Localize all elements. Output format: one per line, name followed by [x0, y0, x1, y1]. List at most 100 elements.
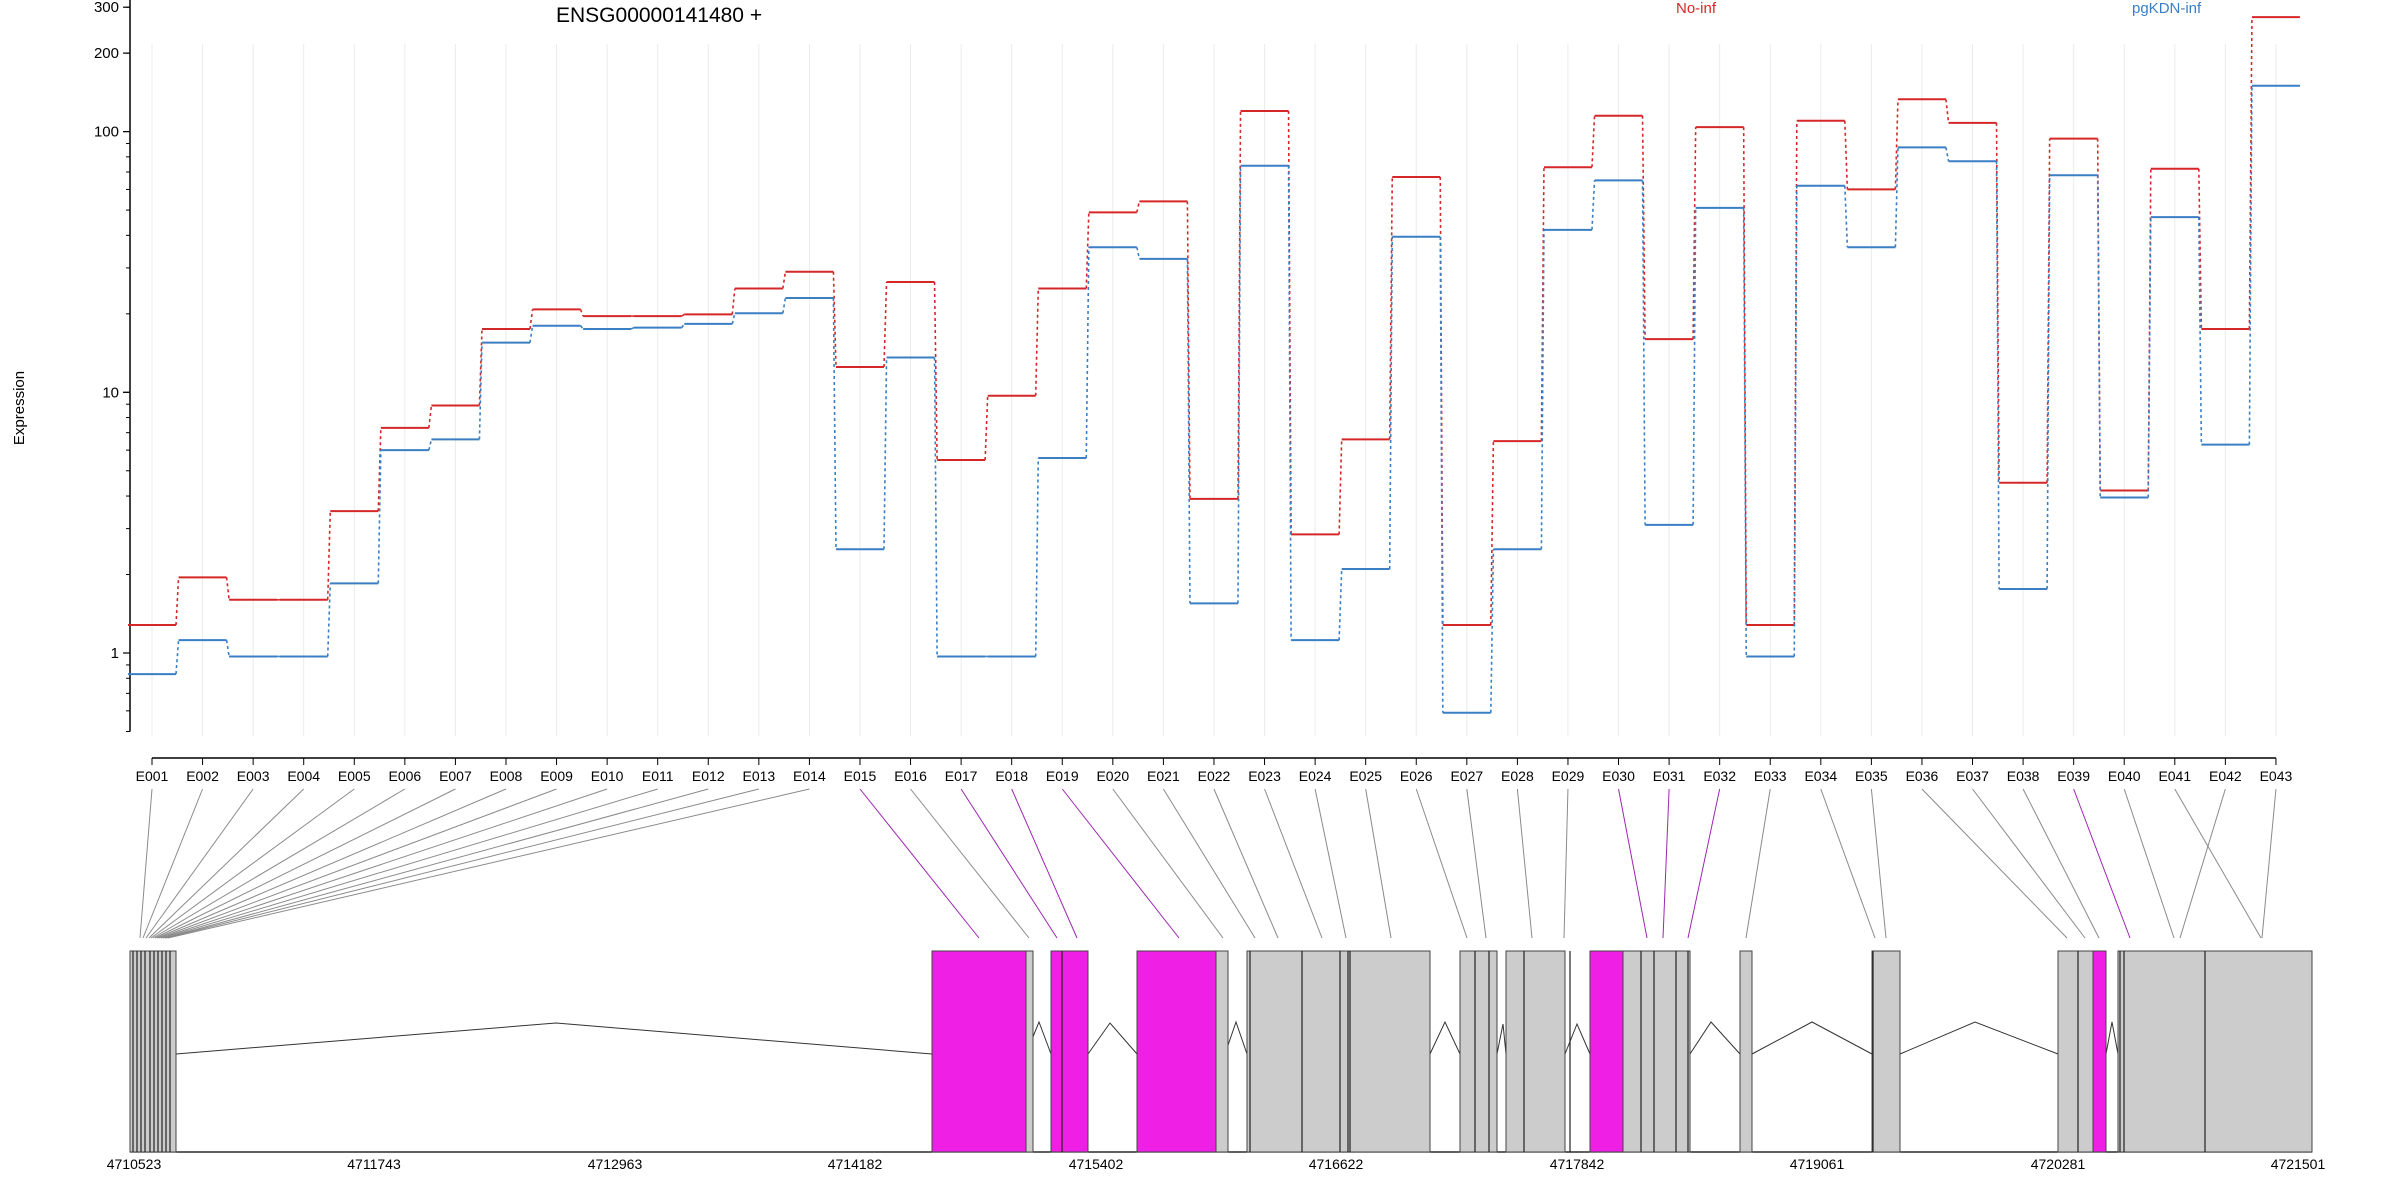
exon-connector	[960, 788, 1058, 939]
exon-label: E009	[540, 768, 573, 784]
exon-connector	[2073, 788, 2131, 939]
exon-block	[1215, 950, 1229, 1153]
exon-connector	[2174, 788, 2262, 939]
series-connector	[1591, 115, 1596, 168]
series-connector	[2147, 217, 2152, 498]
exon-connector	[2022, 788, 2100, 939]
series-connector	[1338, 568, 1343, 641]
series-connector	[1641, 115, 1646, 340]
exon-label: E032	[1703, 768, 1736, 784]
exon-block	[1589, 950, 1624, 1153]
exon-label: E029	[1552, 768, 1585, 784]
series-connector	[1995, 122, 2000, 483]
series-connector	[175, 640, 180, 675]
series-connector	[1034, 457, 1040, 657]
coordinate-label: 4710523	[107, 1156, 162, 1172]
exon-label: E019	[1046, 768, 1079, 784]
series-connector	[2198, 168, 2203, 329]
exon-label: E022	[1198, 768, 1231, 784]
exon-connector	[150, 788, 355, 939]
exon-block	[1025, 950, 1034, 1153]
exon-connector	[1563, 788, 1569, 939]
exon-label: E025	[1349, 768, 1382, 784]
y-tick-label: 10	[102, 384, 119, 401]
coordinate-label: 4720281	[2031, 1156, 2086, 1172]
series-connector	[1085, 212, 1090, 289]
intron-line	[1564, 1022, 1591, 1055]
exon-connector	[1213, 788, 1279, 939]
exon-connector	[2179, 788, 2226, 939]
series-connector	[1540, 229, 1545, 550]
exon-connector	[1415, 788, 1468, 939]
series-connector	[1034, 288, 1040, 396]
exon-connectors	[139, 788, 2277, 939]
exon-connector	[152, 788, 406, 939]
series-connector	[630, 326, 635, 330]
exon-connector	[1162, 788, 1256, 939]
series-connector	[1894, 147, 1899, 248]
series-connector	[1692, 127, 1697, 340]
coordinate-label: 4712963	[588, 1156, 643, 1172]
series-connector	[1439, 236, 1444, 713]
exon-connector	[1365, 788, 1392, 939]
exon-block	[1622, 950, 1691, 1153]
series-connector	[1540, 167, 1545, 442]
exon-label: E031	[1653, 768, 1686, 784]
exon-block	[129, 950, 177, 1153]
exon-label: E033	[1754, 768, 1787, 784]
exon-label: E035	[1855, 768, 1888, 784]
intron-line	[175, 1022, 933, 1055]
series-connector	[225, 577, 230, 600]
exon-connector	[154, 788, 456, 939]
exon-connector	[1061, 788, 1180, 939]
coordinate-label: 4716622	[1309, 1156, 1364, 1172]
exon-connector	[1662, 788, 1670, 939]
exon-label: E008	[490, 768, 523, 784]
exon-connector	[2123, 788, 2175, 939]
exon-connector	[167, 788, 810, 939]
exon-block	[1505, 950, 1566, 1153]
series-connector	[883, 281, 888, 368]
series-connector	[377, 450, 382, 584]
series-connector	[529, 309, 534, 330]
exon-label: E034	[1804, 768, 1837, 784]
y-tick-label: 200	[94, 45, 119, 62]
series-connector	[326, 583, 332, 657]
exon-label: E012	[692, 768, 725, 784]
series-connector	[1388, 236, 1394, 570]
series-connector	[428, 405, 433, 429]
series-connector	[782, 271, 787, 289]
exon-connector	[142, 788, 204, 939]
exon-connector	[165, 788, 759, 939]
series-connector	[2248, 85, 2253, 445]
series-connector	[529, 325, 534, 343]
exon-label: E039	[2057, 768, 2090, 784]
exon-connector	[1972, 788, 2086, 939]
exon-connector	[1314, 788, 1347, 939]
series-connector	[1995, 161, 2000, 589]
series-connector	[579, 309, 584, 317]
exon-label: E041	[2158, 768, 2191, 784]
exon-label: E004	[287, 768, 320, 784]
intron-line	[1496, 1023, 1507, 1055]
series-connector	[832, 271, 837, 368]
intron-line	[1087, 1022, 1138, 1055]
exon-connector	[156, 788, 507, 939]
y-axis-label: Expression	[11, 371, 28, 445]
exon-label: E006	[388, 768, 421, 784]
exon-connector	[1820, 788, 1876, 939]
series-connector	[1136, 201, 1141, 213]
exon-label: E010	[591, 768, 624, 784]
intron-line	[1224, 1020, 1248, 1055]
intron-line	[2105, 1021, 2119, 1055]
exon-connector	[145, 788, 254, 939]
series-connector	[731, 288, 736, 315]
exon-label: E021	[1147, 768, 1180, 784]
exon-connector	[162, 788, 658, 939]
axes: 1 10 100 200 300 E001 E002 E003 E004 E005 E006 E007…	[94, 0, 2292, 784]
coordinate-label: 4717842	[1550, 1156, 1605, 1172]
series-connector	[326, 511, 332, 600]
series-connector	[731, 313, 736, 325]
series-connector	[1490, 441, 1495, 626]
exon-block	[2092, 950, 2107, 1153]
